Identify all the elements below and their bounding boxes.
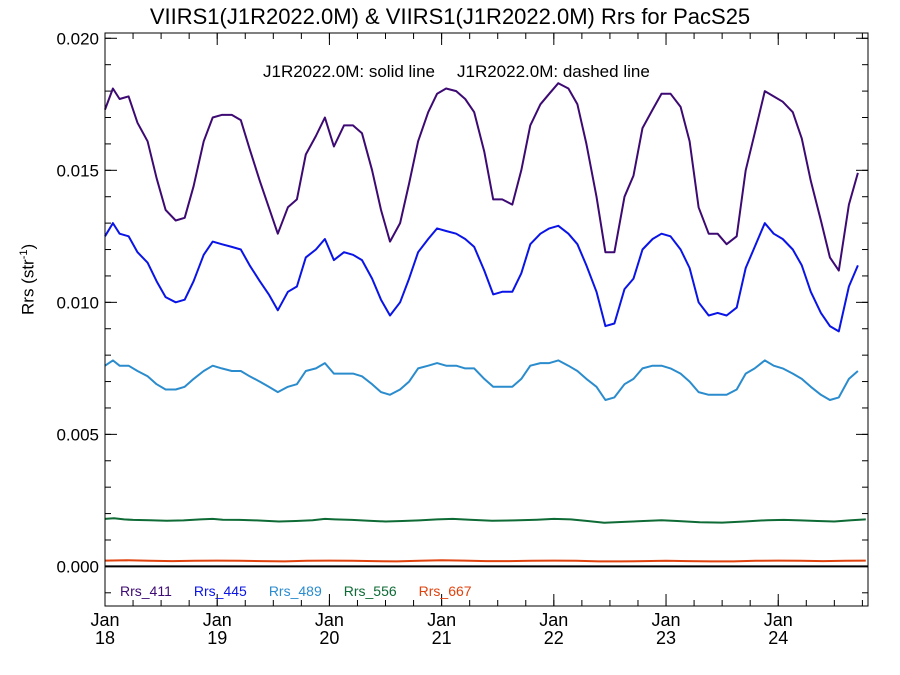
series-lines bbox=[104, 82, 866, 563]
chart-title: VIIRS1(J1R2022.0M) & VIIRS1(J1R2022.0M) … bbox=[149, 4, 751, 29]
x-tick-label-month: Jan bbox=[652, 610, 681, 630]
legend: Rrs_411 Rrs_445 Rrs_489 Rrs_556 Rrs_667 bbox=[120, 583, 494, 599]
x-tick-label-month: Jan bbox=[315, 610, 344, 630]
x-tick-label-year: 18 bbox=[95, 628, 115, 648]
legend-item-rrs-445: Rrs_445 bbox=[193, 583, 247, 599]
y-axis-label-exponent: -1 bbox=[18, 249, 30, 260]
y-axis-label-text: Rrs (str bbox=[18, 259, 38, 315]
x-tick-label-year: 24 bbox=[768, 628, 788, 648]
x-tick-label-year: 21 bbox=[432, 628, 452, 648]
series-line-rrs-556 bbox=[104, 517, 866, 524]
y-tick-label: 0.010 bbox=[56, 293, 99, 312]
legend-item-rrs-556: Rrs_556 bbox=[343, 583, 397, 599]
annotation-solid: J1R2022.0M: solid line bbox=[263, 62, 435, 81]
line-style-annotation: J1R2022.0M: solid line J1R2022.0M: dashed… bbox=[263, 62, 650, 82]
y-axis-label-close: ) bbox=[18, 243, 38, 250]
x-tick-label-month: Jan bbox=[203, 610, 232, 630]
y-tick-label: 0.020 bbox=[56, 29, 99, 48]
legend-item-rrs-411: Rrs_411 bbox=[120, 583, 172, 599]
y-axis-label: Rrs (str-1) bbox=[18, 244, 39, 315]
x-tick-label-month: Jan bbox=[427, 610, 456, 630]
x-tick-label-month: Jan bbox=[90, 610, 119, 630]
annotation-dashed: J1R2022.0M: dashed line bbox=[456, 62, 650, 81]
x-tick-label-year: 23 bbox=[656, 628, 676, 648]
series-line-rrs-489 bbox=[104, 359, 859, 401]
y-tick-label: 0.015 bbox=[56, 161, 99, 180]
x-tick-label-year: 22 bbox=[544, 628, 564, 648]
legend-item-rrs-667: Rrs_667 bbox=[418, 583, 472, 599]
x-tick-label-month: Jan bbox=[539, 610, 568, 630]
series-line-rrs-445 bbox=[104, 222, 859, 333]
legend-item-rrs-489: Rrs_489 bbox=[268, 583, 322, 599]
x-tick-label-month: Jan bbox=[764, 610, 793, 630]
x-tick-label-year: 20 bbox=[319, 628, 339, 648]
y-tick-label: 0.000 bbox=[56, 557, 99, 576]
x-tick-label-year: 19 bbox=[207, 628, 227, 648]
y-tick-label: 0.005 bbox=[56, 425, 99, 444]
series-line-rrs-411 bbox=[104, 82, 859, 272]
series-line-rrs-667 bbox=[104, 559, 866, 563]
plot-frame bbox=[104, 32, 869, 607]
y-tick-labels: 0.000 0.005 0.010 0.015 0.020 bbox=[56, 29, 99, 576]
